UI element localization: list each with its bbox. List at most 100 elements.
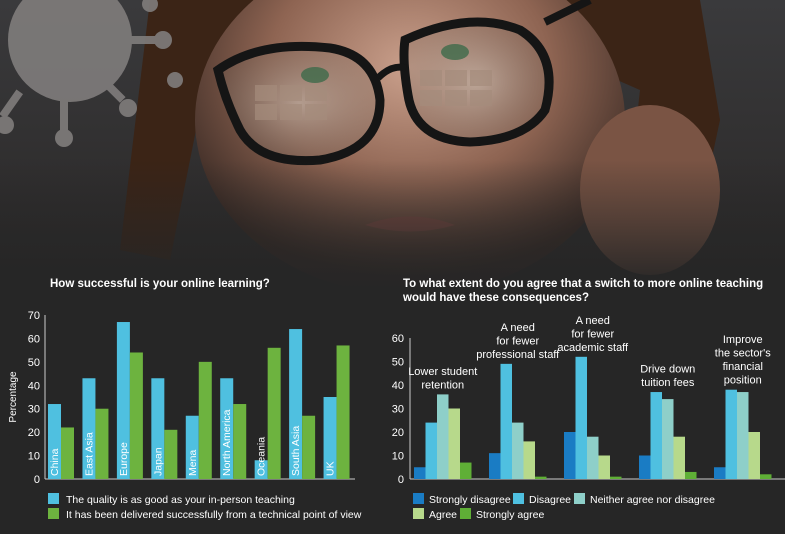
bar bbox=[639, 455, 651, 479]
legend-swatch bbox=[48, 508, 59, 519]
bar bbox=[575, 356, 587, 479]
chart2-title-line1: To what extent do you agree that a switc… bbox=[403, 278, 764, 290]
y-tick-label: 50 bbox=[392, 357, 404, 369]
legend-label: Strongly agree bbox=[476, 509, 544, 521]
bar bbox=[82, 378, 96, 479]
y-axis-title: Percentage bbox=[8, 371, 19, 423]
x-tick-label: Mena bbox=[187, 450, 199, 476]
bar bbox=[650, 392, 662, 479]
x-tick-label: East Asia bbox=[83, 432, 95, 476]
bar bbox=[425, 422, 437, 479]
y-tick-label: 40 bbox=[392, 380, 404, 392]
x-tick-label: South Asia bbox=[290, 426, 302, 476]
bar bbox=[598, 455, 610, 479]
bar bbox=[748, 432, 760, 479]
legend-label: It has been delivered successfully from … bbox=[66, 509, 362, 521]
category-label: Improve bbox=[723, 334, 763, 346]
bar bbox=[535, 476, 547, 479]
bar bbox=[323, 397, 337, 479]
legend-label: Agree bbox=[429, 509, 457, 521]
bar bbox=[673, 436, 685, 479]
category-label: the sector's bbox=[715, 348, 771, 360]
y-tick-label: 0 bbox=[398, 474, 404, 486]
bar bbox=[587, 436, 599, 479]
category-label: A need bbox=[576, 315, 610, 327]
x-tick-label: Oceania bbox=[256, 437, 268, 476]
bar bbox=[61, 427, 74, 479]
y-tick-label: 20 bbox=[392, 427, 404, 439]
bar bbox=[116, 322, 130, 479]
y-tick-label: 30 bbox=[392, 404, 404, 416]
legend-label: Disagree bbox=[529, 494, 571, 506]
virus-icon bbox=[0, 0, 183, 147]
bar bbox=[289, 329, 303, 479]
bar bbox=[254, 460, 268, 479]
bar bbox=[564, 432, 576, 479]
chart1-title: How successful is your online learning? bbox=[50, 278, 270, 290]
category-label: position bbox=[724, 375, 762, 387]
bar bbox=[437, 394, 449, 479]
chart-consequences: 0 10 20 30 40 50 60 Percentage Lower studentrete… bbox=[385, 315, 785, 521]
x-tick-label: Europe bbox=[118, 442, 130, 476]
bar bbox=[129, 352, 143, 479]
bar bbox=[220, 378, 234, 479]
category-label: financial bbox=[723, 361, 763, 373]
bar bbox=[48, 404, 61, 479]
y-tick-label: 50 bbox=[28, 357, 40, 369]
chart-online-learning: 0 10 20 30 40 50 60 70 Percentage China East Asia E… bbox=[8, 310, 362, 521]
category-label: for fewer bbox=[571, 328, 614, 340]
x-tick-label: North America bbox=[221, 409, 233, 476]
x-tick-label: Japan bbox=[152, 447, 164, 476]
legend-swatch bbox=[413, 508, 424, 519]
category-label: retention bbox=[421, 379, 464, 391]
chart2-title-line2: would have these consequences? bbox=[403, 292, 589, 304]
y-tick-label: 20 bbox=[28, 427, 40, 439]
bar bbox=[489, 453, 501, 479]
legend-swatch bbox=[460, 508, 471, 519]
category-label: for fewer bbox=[496, 335, 539, 347]
bar bbox=[610, 476, 622, 479]
bar bbox=[512, 422, 524, 479]
bar bbox=[685, 471, 697, 479]
bar bbox=[448, 408, 460, 479]
y-tick-label: 0 bbox=[34, 474, 40, 486]
legend-swatch bbox=[513, 493, 524, 504]
bar bbox=[267, 347, 281, 479]
y-tick-label: 60 bbox=[28, 333, 40, 345]
bar bbox=[302, 415, 316, 479]
bar bbox=[523, 441, 535, 479]
category-label: Drive down bbox=[640, 364, 695, 376]
legend-swatch bbox=[574, 493, 585, 504]
x-tick-label: UK bbox=[325, 461, 337, 476]
bar bbox=[725, 389, 737, 479]
legend-swatch bbox=[413, 493, 424, 504]
category-label: Lower student bbox=[408, 366, 477, 378]
bar bbox=[460, 462, 472, 479]
y-tick-label: 10 bbox=[392, 451, 404, 463]
category-label: tuition fees bbox=[641, 377, 695, 389]
bar bbox=[737, 392, 749, 479]
bar bbox=[95, 408, 109, 479]
y-tick-label: 30 bbox=[28, 404, 40, 416]
category-label: A need bbox=[501, 322, 535, 334]
y-tick-label: 10 bbox=[28, 451, 40, 463]
legend-label: Strongly disagree bbox=[429, 494, 511, 506]
x-tick-label: China bbox=[49, 448, 61, 476]
bar bbox=[714, 467, 726, 479]
bar bbox=[164, 429, 178, 479]
bar bbox=[185, 415, 199, 479]
y-axis-title: Percentage bbox=[385, 382, 386, 434]
y-tick-label: 40 bbox=[28, 380, 40, 392]
y-tick-label: 70 bbox=[28, 310, 40, 322]
bar bbox=[336, 345, 350, 479]
legend-label: The quality is as good as your in-person… bbox=[66, 494, 295, 506]
bar bbox=[662, 399, 674, 479]
bar bbox=[151, 378, 165, 479]
legend-swatch bbox=[48, 493, 59, 504]
bar bbox=[233, 404, 247, 479]
category-label: professional staff bbox=[476, 349, 560, 361]
y-tick-label: 60 bbox=[392, 333, 404, 345]
bar bbox=[198, 361, 212, 479]
bar bbox=[500, 363, 512, 479]
bar bbox=[414, 467, 426, 479]
